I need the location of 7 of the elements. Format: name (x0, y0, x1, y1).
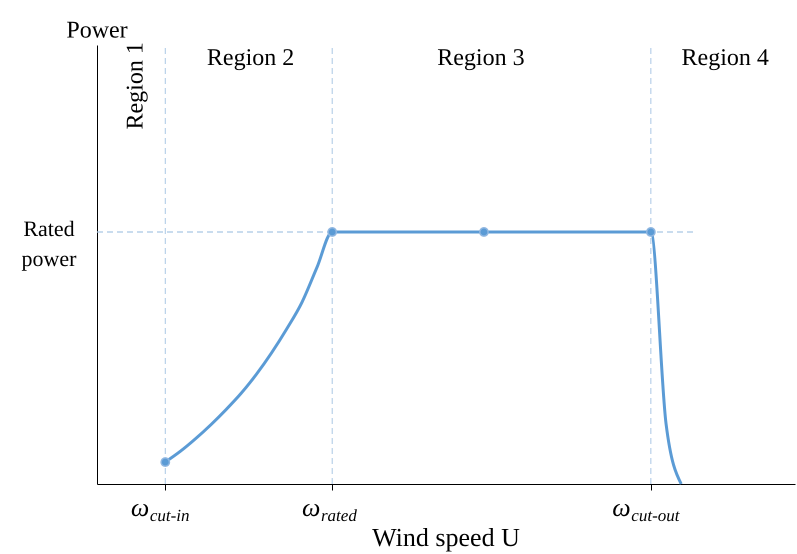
text: Region 1 (122, 42, 148, 130)
text: Region 3 (437, 45, 525, 72)
text: Region 4 (682, 45, 769, 72)
ref-line-label: Rated power (22, 216, 78, 271)
text: Power (66, 17, 128, 44)
x-axis-title: Wind speed U (372, 523, 520, 552)
text: Region 2 (206, 45, 294, 72)
